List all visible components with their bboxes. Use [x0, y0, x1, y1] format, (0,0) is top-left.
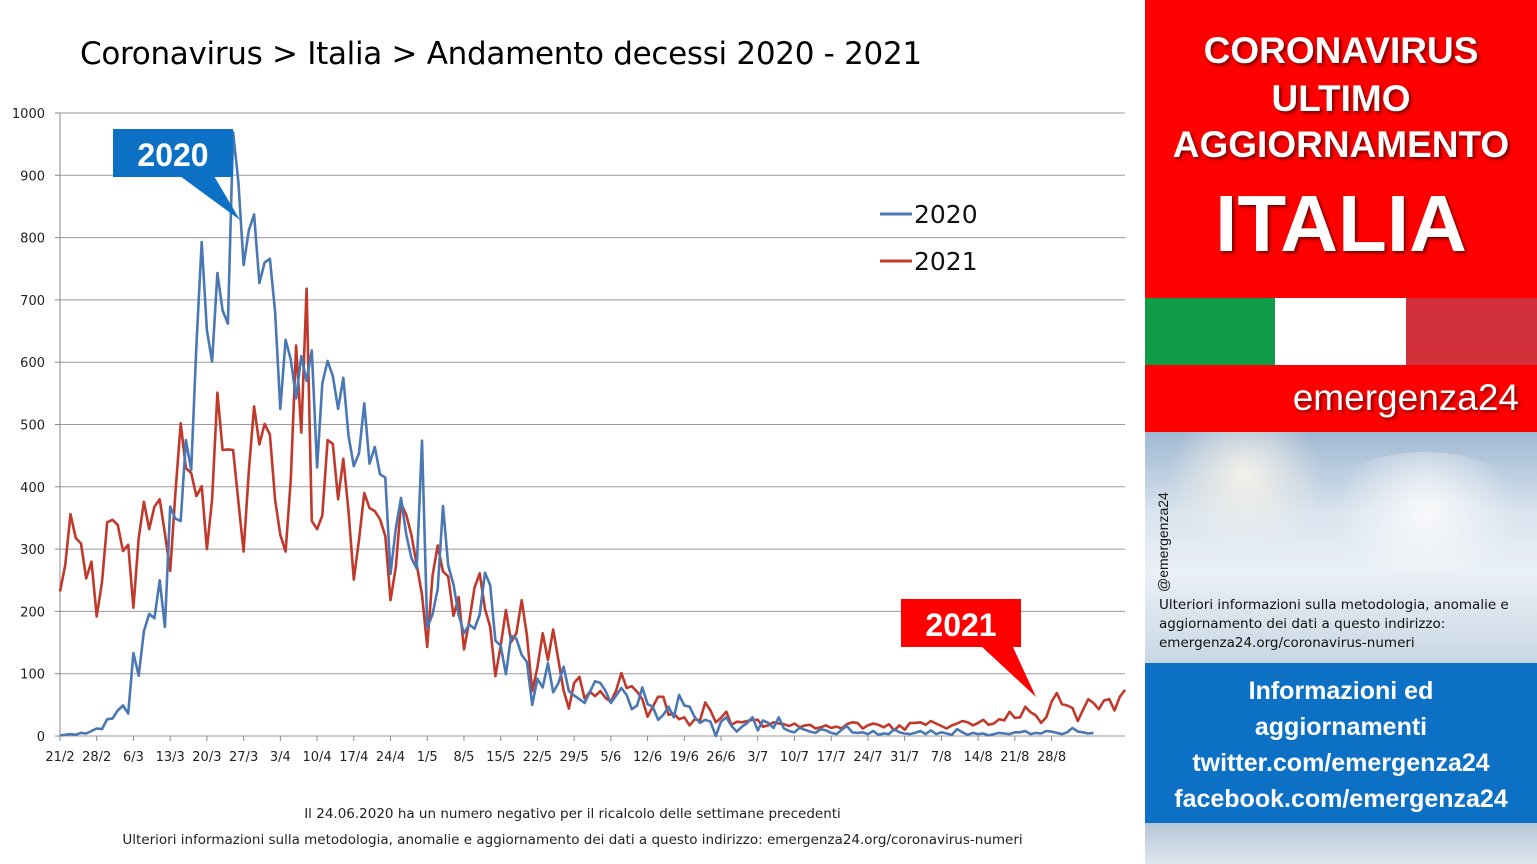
- legend: 2020 2021: [880, 200, 978, 276]
- headline-ultimo: ULTIMO: [1271, 78, 1411, 119]
- bottom-photo: [1145, 823, 1537, 864]
- social-handle: @emergenza24: [1155, 492, 1171, 592]
- italian-flag-icon: [1145, 298, 1537, 365]
- flag-green-stripe: [1145, 298, 1275, 365]
- x-tick-label: 26/6: [706, 750, 735, 765]
- callout-2021-label: 2021: [925, 607, 996, 643]
- brand-name: emergenza24: [1292, 377, 1519, 418]
- methodology-note: Ulteriori informazioni sulla metodologia…: [122, 832, 1023, 848]
- x-tick-label: 31/7: [890, 750, 919, 765]
- y-tick-label: 700: [20, 294, 45, 309]
- x-tick-label: 29/5: [560, 750, 589, 765]
- legend-label-2020: 2020: [914, 200, 978, 229]
- x-tick-label: 17/7: [817, 750, 846, 765]
- x-tick-label: 3/7: [747, 750, 768, 765]
- headline-block: CORONAVIRUS ULTIMO AGGIORNAMENTO ITALIA: [1145, 0, 1537, 298]
- x-tick-label: 10/4: [302, 750, 331, 765]
- x-tick-label: 20/3: [192, 750, 221, 765]
- y-tick-label: 800: [20, 232, 45, 247]
- x-tick-label: 24/4: [376, 750, 405, 765]
- series-line-2021: [58, 287, 1127, 732]
- headline-coronavirus: CORONAVIRUS: [1203, 30, 1479, 71]
- legend-label-2021: 2021: [914, 247, 978, 276]
- info-line-1: Informazioni ed: [1248, 677, 1434, 705]
- callout-2021-box: [901, 599, 1021, 647]
- y-tick-label: 900: [20, 169, 45, 184]
- chart-area: 0 100 200 300 400 500 600 700 800 900 1000 21/2 28/…: [11, 36, 1127, 848]
- sidebar-panel: CORONAVIRUS ULTIMO AGGIORNAMENTO ITALIA …: [1145, 0, 1537, 864]
- y-tick-label: 1000: [12, 107, 45, 122]
- info-box: Informazioni ed aggiornamenti twitter.co…: [1145, 663, 1537, 823]
- y-tick-label: 0: [37, 730, 45, 745]
- info-line-2: aggiornamenti: [1254, 713, 1428, 741]
- headline-italia: ITALIA: [1215, 179, 1467, 268]
- x-tick-label: 8/5: [454, 750, 475, 765]
- x-tick-label: 17/4: [339, 750, 368, 765]
- x-tick-label: 5/6: [600, 750, 621, 765]
- x-tick-label: 14/8: [964, 750, 993, 765]
- y-tick-label: 600: [20, 356, 45, 371]
- twitter-link[interactable]: twitter.com/emergenza24: [1192, 749, 1490, 777]
- line-chart: 0 100 200 300 400 500 600 700 800 900 1000 21/2 28/…: [12, 107, 1127, 765]
- y-tick-label: 500: [20, 419, 45, 434]
- negative-value-note: Il 24.06.2020 ha un numero negativo per …: [304, 806, 841, 822]
- callouts: 2020 2021: [113, 129, 1036, 697]
- callout-2020-box: [113, 129, 233, 177]
- chart-title: Coronavirus > Italia > Andamento decessi…: [80, 36, 922, 72]
- x-tick-label: 21/2: [45, 750, 74, 765]
- x-tick-label: 3/4: [270, 750, 291, 765]
- methodology-info: Ulteriori informazioni sulla metodologia…: [1159, 597, 1509, 651]
- x-tick-labels: 21/2 28/2 6/3 13/3 20/3 27/3 3/4 10/4 17/4 24/4 1/…: [45, 750, 1066, 765]
- x-tick-label: 12/6: [633, 750, 662, 765]
- x-tick-label: 27/3: [229, 750, 258, 765]
- x-tick-label: 21/8: [1000, 750, 1029, 765]
- headline-aggiornamento: AGGIORNAMENTO: [1172, 124, 1510, 165]
- facebook-link[interactable]: facebook.com/emergenza24: [1174, 785, 1508, 813]
- x-tick-label: 13/3: [156, 750, 185, 765]
- x-tick-label: 22/5: [523, 750, 552, 765]
- x-tick-label: 19/6: [670, 750, 699, 765]
- x-tick-label: 24/7: [853, 750, 882, 765]
- y-tick-label: 200: [20, 605, 45, 620]
- flag-white-stripe: [1275, 298, 1406, 365]
- photo-highlight: [1165, 432, 1325, 552]
- x-tick-label: 6/3: [123, 750, 144, 765]
- brand-band: emergenza24: [1145, 365, 1537, 432]
- photo-highlight-2: [1315, 452, 1535, 572]
- y-tick-labels: 0 100 200 300 400 500 600 700 800 900 1000: [12, 107, 45, 745]
- flag-red-stripe: [1406, 298, 1537, 365]
- callout-2020-label: 2020: [137, 137, 208, 173]
- x-tick-label: 1/5: [417, 750, 438, 765]
- x-tick-label: 28/8: [1037, 750, 1066, 765]
- y-tick-label: 100: [20, 668, 45, 683]
- y-tick-label: 400: [20, 481, 45, 496]
- x-tick-label: 7/8: [931, 750, 952, 765]
- background-photo: @emergenza24 Ulteriori informazioni sull…: [1145, 432, 1537, 663]
- x-tick-label: 28/2: [82, 750, 111, 765]
- callout-2020-pointer: [180, 176, 240, 220]
- callout-2021-pointer: [980, 645, 1036, 697]
- x-tick-label: 10/7: [780, 750, 809, 765]
- y-tick-label: 300: [20, 543, 45, 558]
- x-tick-label: 15/5: [486, 750, 515, 765]
